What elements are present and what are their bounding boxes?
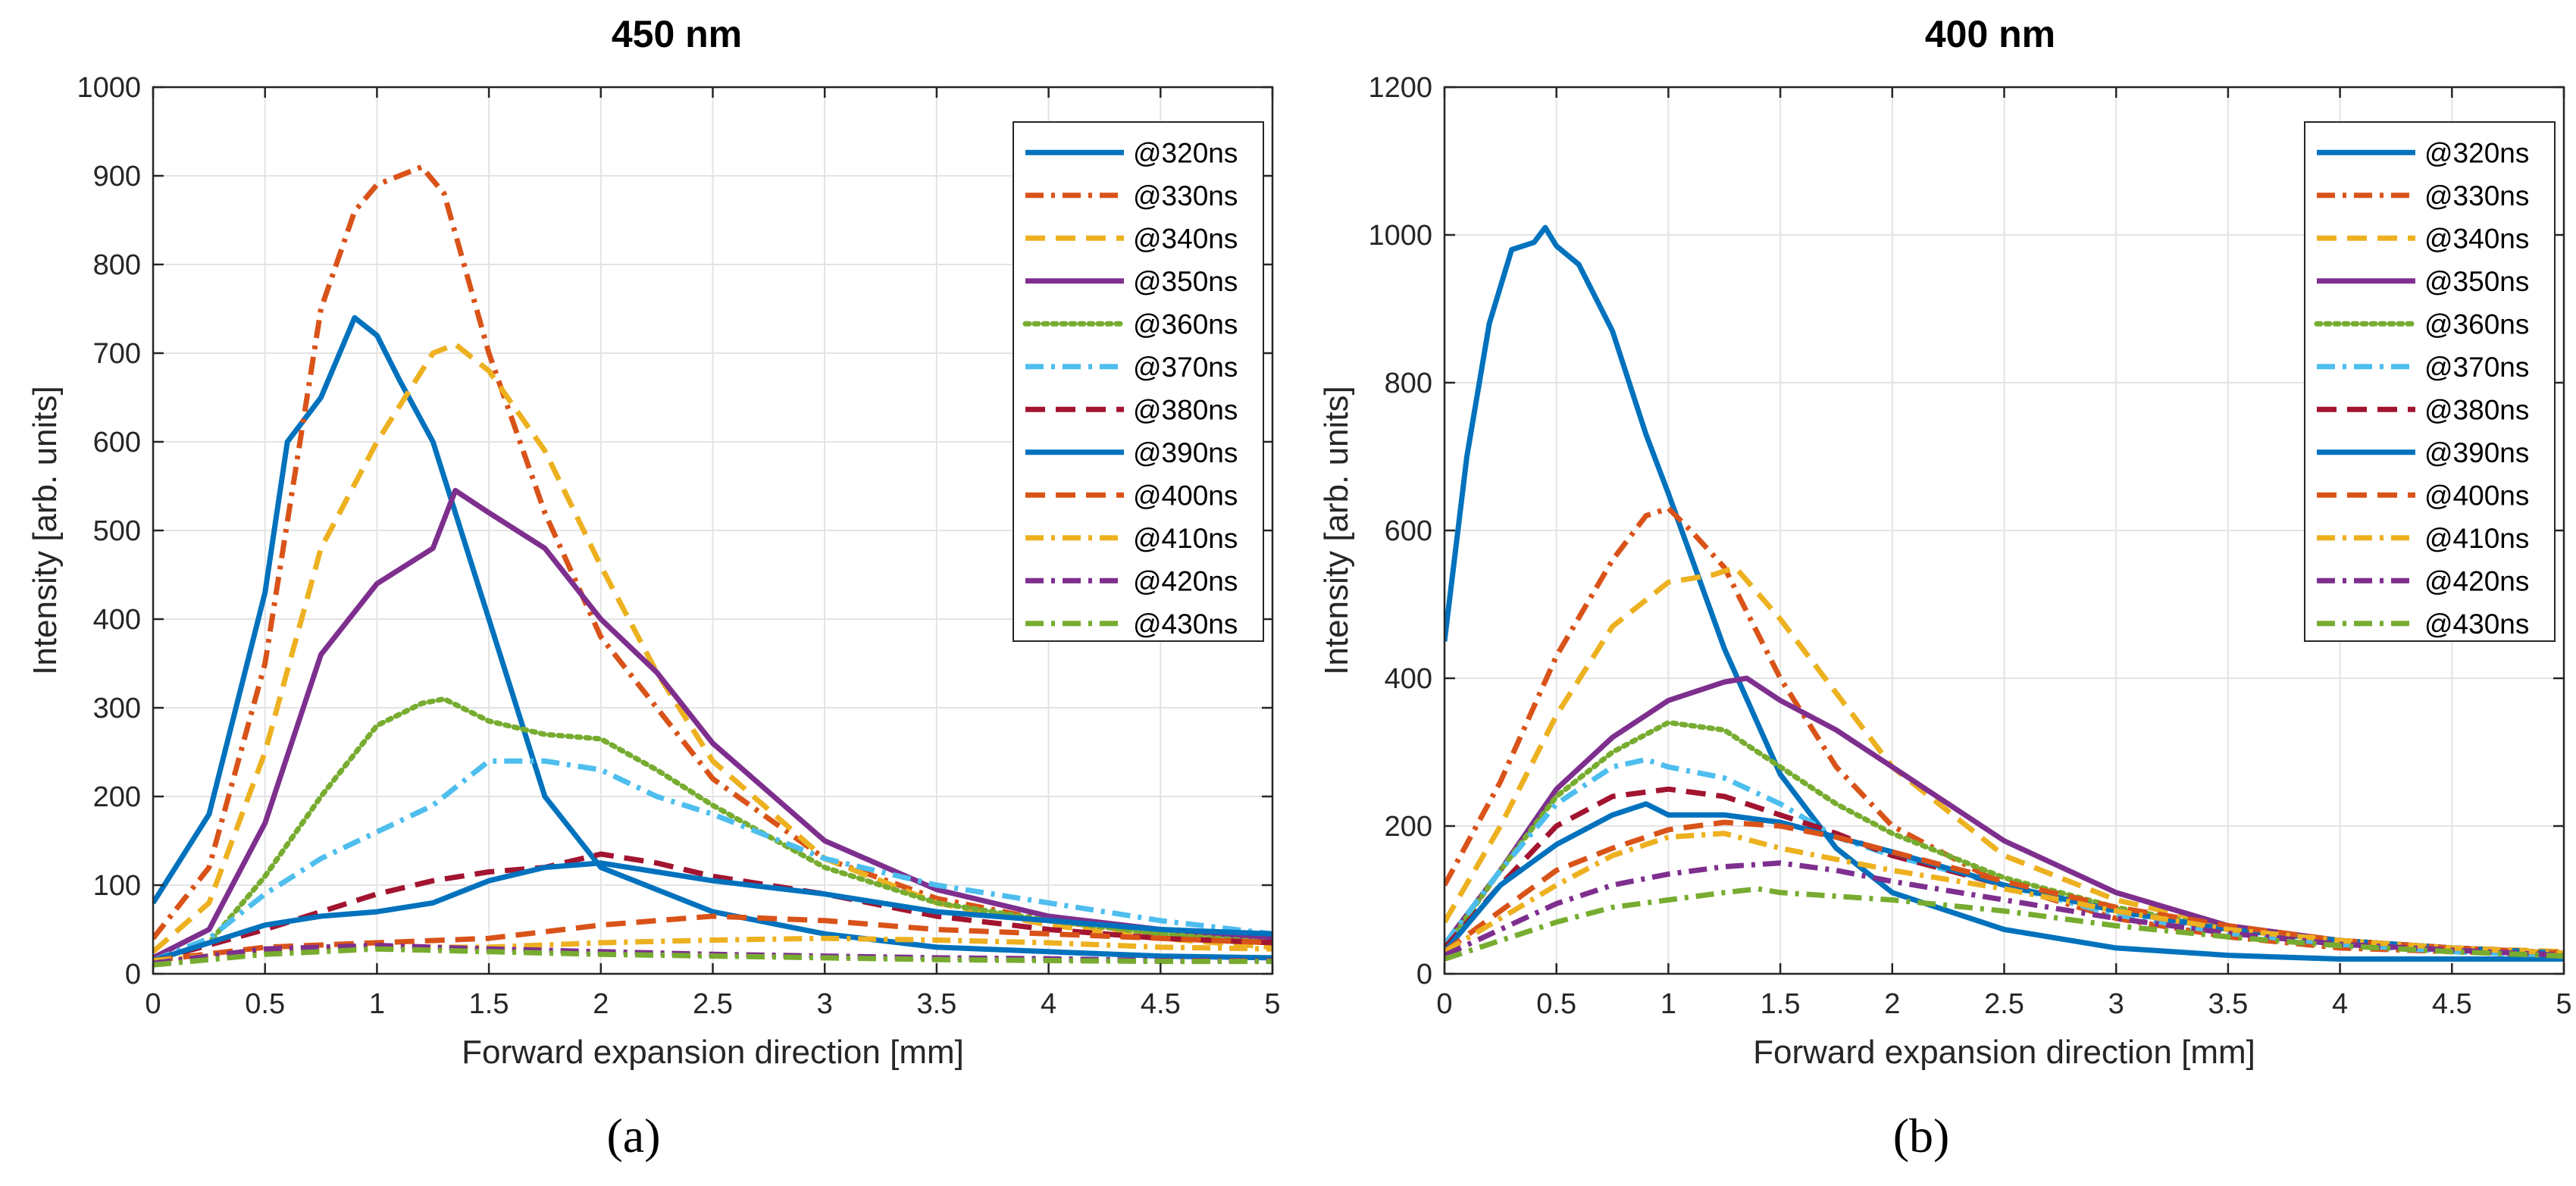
legend-label: @380ns xyxy=(2424,394,2529,425)
x-tick-label: 0.5 xyxy=(1536,988,1576,1020)
series-line-430ns xyxy=(153,946,1272,968)
series-line-430ns xyxy=(1445,886,2564,962)
legend-label: @340ns xyxy=(1133,223,1238,254)
y-tick-label: 0 xyxy=(125,959,141,990)
series-line-320ns xyxy=(153,314,1272,961)
y-tick-label: 200 xyxy=(93,781,141,813)
legend-label: @370ns xyxy=(1133,352,1238,383)
series-line-380ns xyxy=(153,851,1272,963)
legend-label: @390ns xyxy=(2424,437,2529,468)
y-tick-label: 1200 xyxy=(1368,72,1432,104)
chart-panel-a: 0 0.5 1 1.5 2 2.5 3 3.5 4 4.5 5 0 100 200 300 400 500 600… xyxy=(27,13,1281,1071)
legend-label: @350ns xyxy=(1133,266,1238,297)
y-tick-label: 600 xyxy=(1385,515,1432,547)
series-line-390ns xyxy=(153,860,1272,963)
x-tick-label: 2 xyxy=(593,988,609,1020)
legend-label: @330ns xyxy=(1133,180,1238,211)
y-tick-label: 200 xyxy=(1385,811,1432,843)
x-tick-label: 0.5 xyxy=(245,988,285,1020)
legend-label: @380ns xyxy=(1133,394,1238,425)
x-tick-label: 4 xyxy=(2332,988,2348,1020)
series-line-370ns xyxy=(153,758,1272,963)
x-tick-label: 4 xyxy=(1041,988,1056,1020)
x-tick-label: 0 xyxy=(145,988,161,1020)
legend: @320ns @330ns @340ns @350ns @360ns @370ns @380… xyxy=(2304,121,2556,642)
x-tick-label: 1 xyxy=(1660,988,1676,1020)
y-axis-label: Intensity [arb. units] xyxy=(27,386,64,675)
legend-label: @390ns xyxy=(1133,437,1238,468)
legend-label: @420ns xyxy=(1133,565,1238,596)
chart-title: 450 nm xyxy=(612,13,742,55)
series-group xyxy=(1445,224,2564,962)
x-tick-label: 2.5 xyxy=(1984,988,2024,1020)
x-tick-label: 3.5 xyxy=(2208,988,2248,1020)
y-tick-label: 1000 xyxy=(77,72,141,104)
chart-title: 400 nm xyxy=(1925,13,2055,55)
series-line-350ns xyxy=(153,487,1272,961)
legend-label: @320ns xyxy=(2424,137,2529,168)
series-line-380ns xyxy=(1445,786,2564,956)
x-tick-label: 2.5 xyxy=(693,988,733,1020)
chart-panel-b: 0 0.5 1 1.5 2 2.5 3 3.5 4 4.5 5 0 200 400 600 800 1000 12… xyxy=(1318,13,2572,1071)
series-line-360ns xyxy=(153,696,1272,963)
legend-label: @360ns xyxy=(1133,308,1238,340)
series-line-410ns xyxy=(1445,831,2564,956)
series-line-400ns xyxy=(1445,819,2564,956)
caption-b: (b) xyxy=(1892,1109,1950,1163)
legend: @320ns @330ns @340ns @350ns @360ns @370ns @380… xyxy=(1013,121,1264,642)
series-line-330ns xyxy=(153,164,1272,946)
legend-label: @410ns xyxy=(2424,523,2529,554)
x-tick-label: 5 xyxy=(2556,988,2571,1020)
legend-label: @430ns xyxy=(1133,609,1238,640)
series-group xyxy=(153,164,1272,968)
x-tick-label: 3.5 xyxy=(916,988,956,1020)
x-tick-label: 3 xyxy=(817,988,833,1020)
y-tick-label: 0 xyxy=(1416,959,1432,990)
y-tick-label: 300 xyxy=(93,693,141,724)
y-tick-label: 1000 xyxy=(1368,220,1432,252)
x-tick-label: 4.5 xyxy=(1141,988,1181,1020)
series-line-370ns xyxy=(1445,756,2564,959)
legend-label: @410ns xyxy=(1133,523,1238,554)
y-tick-label: 600 xyxy=(93,427,141,458)
legend-label: @370ns xyxy=(2424,352,2529,383)
y-tick-label: 900 xyxy=(93,161,141,192)
y-tick-label: 700 xyxy=(93,338,141,370)
x-tick-label: 4.5 xyxy=(2432,988,2472,1020)
x-tick-label: 5 xyxy=(1264,988,1280,1020)
series-line-400ns xyxy=(153,913,1272,963)
legend-label: @430ns xyxy=(2424,609,2529,640)
y-axis-label: Intensity [arb. units] xyxy=(1318,386,1355,675)
x-axis-label: Forward expansion direction [mm] xyxy=(1753,1034,2255,1071)
y-tick-label: 500 xyxy=(93,515,141,547)
series-line-320ns xyxy=(1445,224,2564,962)
y-tick-label: 100 xyxy=(93,870,141,902)
caption-a: (a) xyxy=(606,1109,661,1163)
y-tick-label: 800 xyxy=(93,249,141,281)
legend-label: @400ns xyxy=(1133,480,1238,511)
legend-box xyxy=(2304,121,2556,642)
y-tick-label: 800 xyxy=(1385,368,1432,399)
x-tick-label: 3 xyxy=(2108,988,2124,1020)
legend-label: @350ns xyxy=(2424,266,2529,297)
legend-label: @420ns xyxy=(2424,565,2529,596)
x-tick-label: 1 xyxy=(369,988,385,1020)
x-tick-label: 0 xyxy=(1436,988,1452,1020)
legend-label: @320ns xyxy=(1133,137,1238,168)
y-tick-label: 400 xyxy=(1385,663,1432,695)
x-axis-label: Forward expansion direction [mm] xyxy=(462,1034,964,1071)
x-tick-label: 1.5 xyxy=(1761,988,1801,1020)
legend-label: @330ns xyxy=(2424,180,2529,211)
x-tick-label: 2 xyxy=(1884,988,1900,1020)
y-tick-label: 400 xyxy=(93,604,141,636)
legend-label: @400ns xyxy=(2424,480,2529,511)
x-tick-label: 1.5 xyxy=(469,988,509,1020)
legend-label: @340ns xyxy=(2424,223,2529,254)
legend-label: @360ns xyxy=(2424,308,2529,340)
legend-box xyxy=(1013,121,1264,642)
